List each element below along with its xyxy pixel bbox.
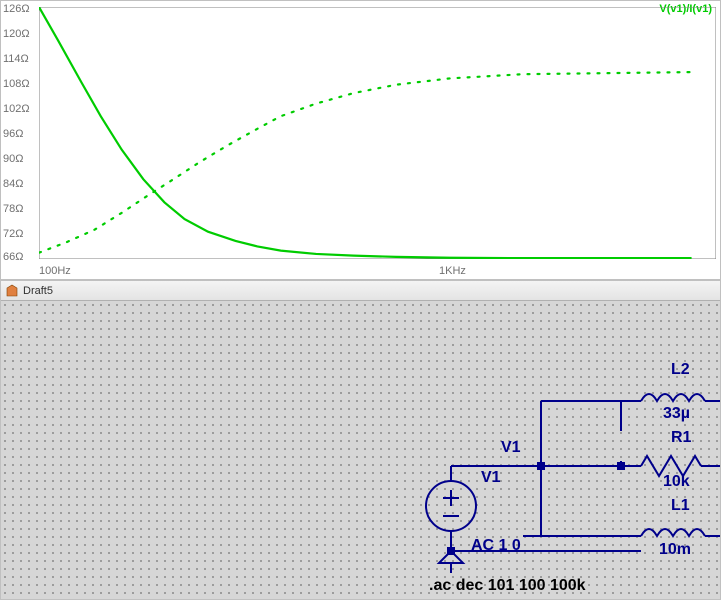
label-L2-ref[interactable]: L2 [671,361,690,379]
ytick-10: 66Ω [3,251,23,263]
label-R1-ref[interactable]: R1 [671,429,691,447]
spice-directive[interactable]: .ac dec 101 100 100k [429,577,586,595]
xtick-0: 100Hz [39,265,71,277]
ytick-4: 102Ω [3,103,30,115]
ytick-0: 126Ω [3,3,30,15]
plot-pane[interactable]: V(v1)/I(v1) 126Ω 120Ω 114Ω 108Ω 102Ω 96Ω… [0,0,721,280]
ltspice-icon [5,284,19,298]
ytick-8: 78Ω [3,203,23,215]
ytick-9: 72Ω [3,228,23,240]
label-L1-val[interactable]: 10m [659,541,691,559]
plot-canvas[interactable] [39,7,716,259]
ytick-6: 90Ω [3,153,23,165]
ytick-7: 84Ω [3,178,23,190]
label-V1-ac[interactable]: AC 1 0 [471,537,521,555]
ytick-3: 108Ω [3,78,30,90]
ytick-5: 96Ω [3,128,23,140]
xtick-1: 1KHz [439,265,466,277]
label-V1-ref[interactable]: V1 [501,439,521,457]
label-V1-net[interactable]: V1 [481,469,501,487]
schematic-canvas[interactable]: L2 33µ R1 10k L1 10m V1 V1 AC 1 0 .ac de… [1,301,720,599]
ytick-2: 114Ω [3,53,29,65]
schematic-titlebar[interactable]: Draft5 [1,281,720,301]
label-L2-val[interactable]: 33µ [663,405,690,423]
schematic-pane: Draft5 [0,280,721,600]
label-R1-val[interactable]: 10k [663,473,690,491]
ytick-1: 120Ω [3,28,30,40]
schematic-title: Draft5 [23,285,53,297]
label-L1-ref[interactable]: L1 [671,497,690,515]
